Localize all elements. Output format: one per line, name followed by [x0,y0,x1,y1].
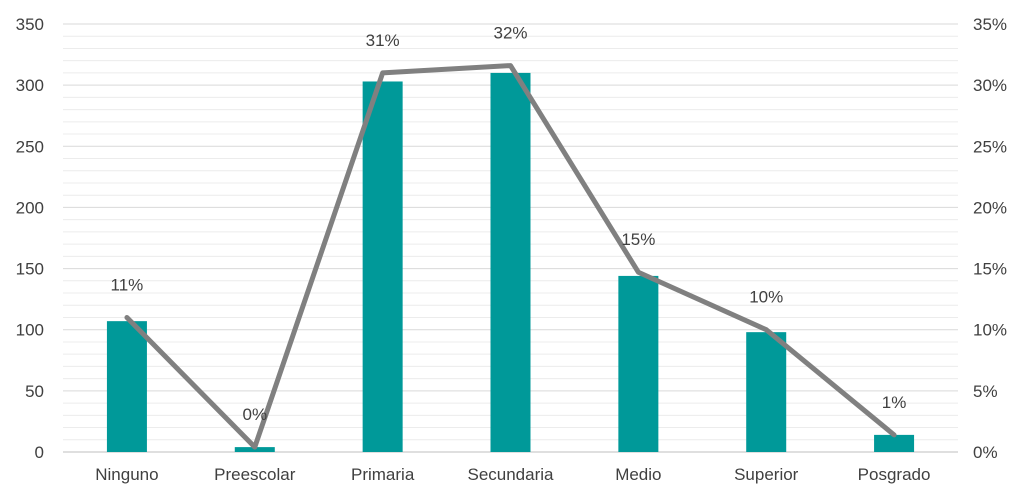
bar-ninguno [106,321,147,452]
data-label: 11% [111,275,144,294]
bar-series [106,72,915,453]
bar-posgrado [874,434,915,452]
y-tick-label: 300 [16,76,44,95]
data-labels: 11% 0% 31% 32% 15% 10% 1% [111,24,907,425]
category-label: Superior [734,465,799,484]
y2-tick-label: 10% [973,321,1007,340]
percentage-line [124,63,897,450]
category-label: Primaria [351,465,415,484]
y2-tick-label: 25% [973,137,1007,156]
category-label: Secundaria [467,465,554,484]
category-label: Preescolar [214,465,296,484]
bar-medio [618,275,659,452]
y-tick-label: 200 [16,198,44,217]
category-label: Medio [615,465,661,484]
category-label: Ninguno [95,465,158,484]
y-tick-label: 50 [25,382,44,401]
left-axis: 0 50 100 150 200 250 300 350 [16,15,44,462]
data-label: 10% [749,288,783,307]
line-series [124,63,897,450]
right-axis: 0% 5% 10% 15% 20% 25% 30% 35% [973,15,1007,462]
y2-tick-label: 0% [973,443,998,462]
data-label: 31% [366,31,400,50]
category-axis: Ninguno Preescolar Primaria Secundaria Medio… [95,465,930,484]
data-label: 32% [493,24,527,43]
y-tick-label: 150 [16,260,44,279]
data-label: 15% [621,230,655,249]
y2-tick-label: 15% [973,260,1007,279]
category-label: Posgrado [858,465,931,484]
bar-superior [746,332,787,452]
y-tick-label: 250 [16,137,44,156]
y2-tick-label: 20% [973,198,1007,217]
data-label: 1% [882,393,907,412]
y-tick-label: 0 [35,443,44,462]
bar-secundaria [490,72,531,453]
bar-primaria [362,81,403,452]
y-tick-label: 100 [16,321,44,340]
y2-tick-label: 30% [973,76,1007,95]
y2-tick-label: 35% [973,15,1007,34]
data-label: 0% [242,405,267,424]
y2-tick-label: 5% [973,382,998,401]
y-tick-label: 350 [16,15,44,34]
